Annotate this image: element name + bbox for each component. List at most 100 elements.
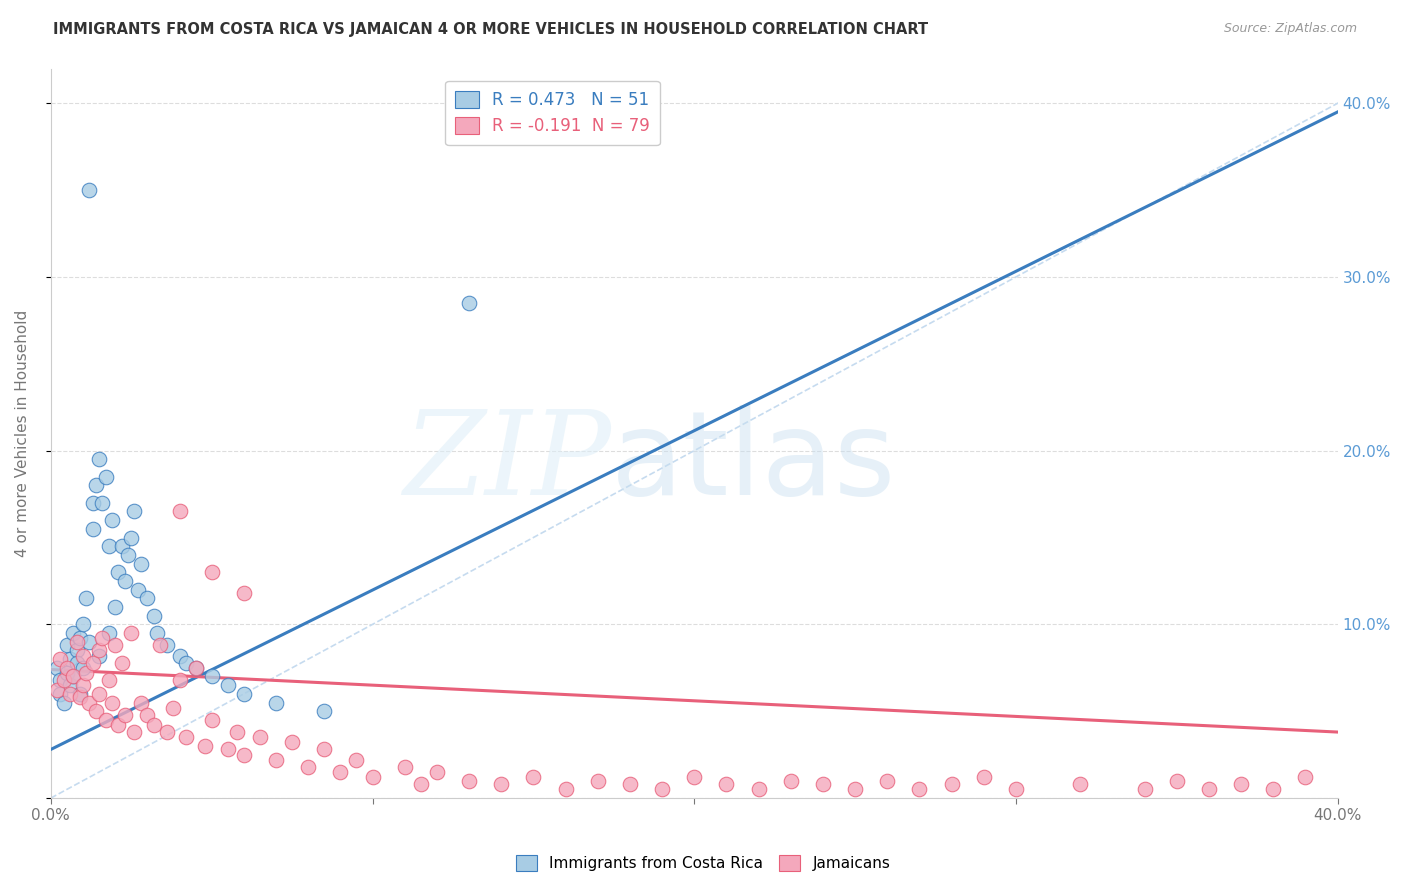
Point bbox=[683, 770, 706, 784]
Point bbox=[281, 735, 304, 749]
Point bbox=[65, 643, 87, 657]
Point bbox=[973, 770, 995, 784]
Point bbox=[458, 296, 481, 310]
Point bbox=[104, 638, 127, 652]
Point bbox=[149, 638, 172, 652]
Point bbox=[104, 599, 127, 614]
Point bbox=[59, 678, 82, 692]
Point bbox=[184, 661, 207, 675]
Point bbox=[120, 626, 142, 640]
Point bbox=[87, 452, 110, 467]
Point bbox=[314, 742, 336, 756]
Point bbox=[264, 696, 287, 710]
Point bbox=[129, 557, 152, 571]
Point bbox=[101, 513, 124, 527]
Point bbox=[72, 648, 94, 663]
Point bbox=[79, 696, 101, 710]
Point bbox=[59, 652, 82, 666]
Point bbox=[110, 539, 132, 553]
Point bbox=[1005, 782, 1028, 797]
Point bbox=[142, 608, 165, 623]
Point bbox=[716, 777, 738, 791]
Point bbox=[72, 661, 94, 675]
Point bbox=[114, 574, 136, 588]
Point bbox=[174, 656, 197, 670]
Point bbox=[129, 696, 152, 710]
Point bbox=[619, 777, 641, 791]
Point bbox=[114, 707, 136, 722]
Point bbox=[72, 678, 94, 692]
Point bbox=[346, 753, 368, 767]
Point bbox=[232, 747, 254, 762]
Point bbox=[458, 773, 481, 788]
Point bbox=[194, 739, 217, 753]
Point bbox=[87, 643, 110, 657]
Point bbox=[156, 638, 179, 652]
Point bbox=[124, 725, 146, 739]
Point bbox=[72, 617, 94, 632]
Point bbox=[156, 725, 179, 739]
Point bbox=[91, 496, 114, 510]
Point bbox=[249, 731, 271, 745]
Point bbox=[297, 760, 319, 774]
Point bbox=[69, 632, 91, 646]
Text: Source: ZipAtlas.com: Source: ZipAtlas.com bbox=[1223, 22, 1357, 36]
Point bbox=[136, 591, 159, 606]
Point bbox=[146, 626, 169, 640]
Point bbox=[651, 782, 673, 797]
Legend: R = 0.473   N = 51, R = -0.191  N = 79: R = 0.473 N = 51, R = -0.191 N = 79 bbox=[446, 80, 659, 145]
Text: atlas: atlas bbox=[610, 405, 896, 520]
Point bbox=[84, 478, 107, 492]
Point bbox=[94, 469, 117, 483]
Point bbox=[136, 707, 159, 722]
Point bbox=[811, 777, 834, 791]
Point bbox=[97, 673, 120, 687]
Point bbox=[84, 704, 107, 718]
Point bbox=[94, 713, 117, 727]
Point bbox=[65, 634, 87, 648]
Point bbox=[69, 687, 91, 701]
Point bbox=[62, 626, 84, 640]
Point bbox=[117, 548, 139, 562]
Point bbox=[97, 539, 120, 553]
Point bbox=[87, 648, 110, 663]
Point bbox=[75, 665, 97, 680]
Point bbox=[1263, 782, 1285, 797]
Point bbox=[49, 687, 72, 701]
Point bbox=[91, 632, 114, 646]
Point bbox=[264, 753, 287, 767]
Y-axis label: 4 or more Vehicles in Household: 4 or more Vehicles in Household bbox=[15, 310, 30, 557]
Point bbox=[56, 661, 79, 675]
Point bbox=[314, 704, 336, 718]
Point bbox=[201, 669, 224, 683]
Point bbox=[941, 777, 963, 791]
Text: IMMIGRANTS FROM COSTA RICA VS JAMAICAN 4 OR MORE VEHICLES IN HOUSEHOLD CORRELATI: IMMIGRANTS FROM COSTA RICA VS JAMAICAN 4… bbox=[53, 22, 928, 37]
Point bbox=[110, 656, 132, 670]
Point bbox=[174, 731, 197, 745]
Point bbox=[97, 626, 120, 640]
Point bbox=[1230, 777, 1253, 791]
Point bbox=[217, 742, 239, 756]
Point bbox=[82, 522, 104, 536]
Point bbox=[201, 566, 224, 580]
Point bbox=[46, 661, 69, 675]
Point bbox=[426, 764, 449, 779]
Point bbox=[82, 656, 104, 670]
Point bbox=[49, 673, 72, 687]
Point bbox=[62, 669, 84, 683]
Point bbox=[409, 777, 432, 791]
Point bbox=[908, 782, 931, 797]
Point bbox=[56, 638, 79, 652]
Point bbox=[329, 764, 352, 779]
Point bbox=[52, 696, 75, 710]
Point bbox=[1198, 782, 1220, 797]
Point bbox=[554, 782, 576, 797]
Point bbox=[142, 718, 165, 732]
Point bbox=[1069, 777, 1091, 791]
Point bbox=[394, 760, 416, 774]
Point bbox=[232, 586, 254, 600]
Point bbox=[1133, 782, 1156, 797]
Point bbox=[361, 770, 384, 784]
Point bbox=[82, 496, 104, 510]
Point bbox=[52, 673, 75, 687]
